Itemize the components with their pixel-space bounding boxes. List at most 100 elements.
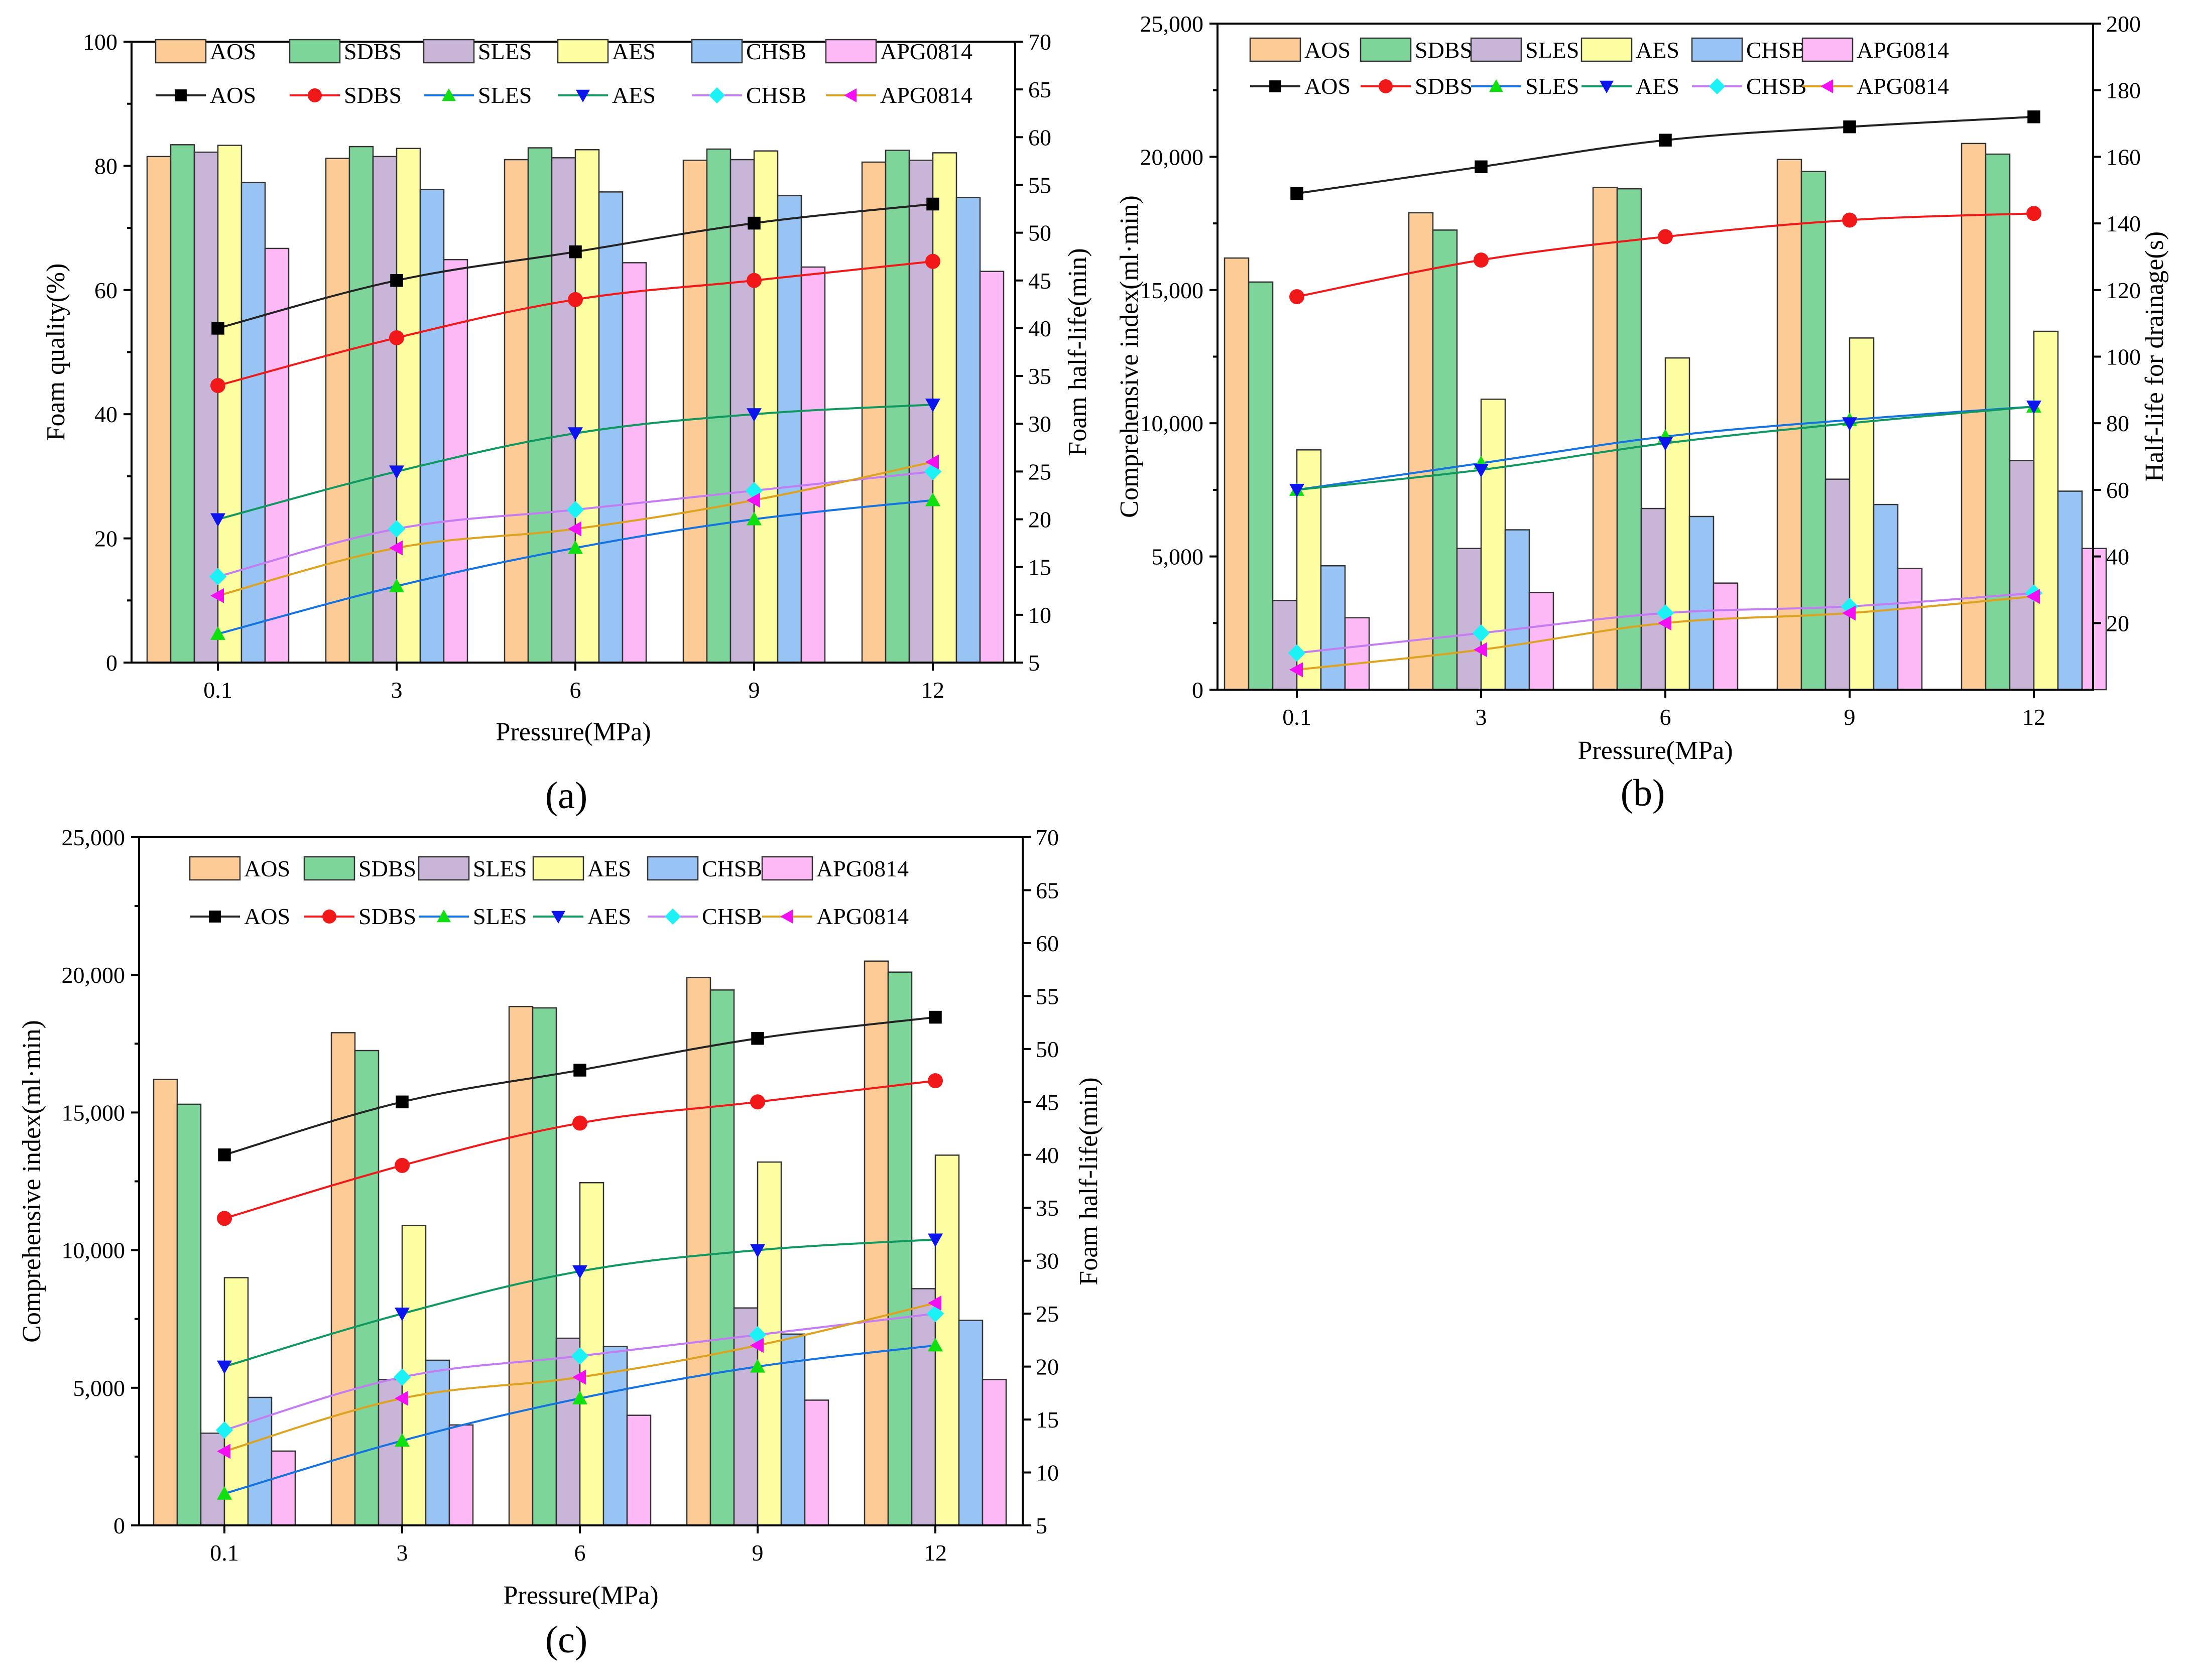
bar-chsb-4 — [2057, 490, 2083, 691]
point-sdbs-0 — [1289, 289, 1304, 305]
y-left-tick-label: 25,000 — [1140, 11, 1204, 37]
y-left-tick-label: 25,000 — [62, 825, 126, 850]
bar-aos-0 — [146, 156, 172, 664]
point-sdbs-4 — [928, 1073, 943, 1089]
point-sles-1 — [389, 578, 404, 592]
x-tick-label: 6 — [1660, 704, 1671, 730]
bar-aes-3 — [1849, 337, 1875, 691]
y-right-tick-label: 70 — [1028, 29, 1051, 55]
point-aes-1 — [1474, 464, 1489, 478]
bar-aes-2 — [574, 149, 600, 664]
legend-bar-label: SDBS — [344, 39, 402, 64]
bar-sdbs-1 — [1432, 229, 1458, 691]
y-right-tick-label: 45 — [1036, 1089, 1059, 1115]
point-apg0814-1 — [1474, 642, 1487, 658]
point-aes-1 — [395, 1308, 410, 1322]
legend-bar-label: SLES — [473, 856, 527, 881]
legend-bar-label: SLES — [1525, 37, 1579, 63]
bar-apg0814-3 — [804, 1399, 829, 1526]
bar-sles-0 — [200, 1433, 225, 1526]
bar-aos-2 — [508, 1006, 534, 1526]
point-sdbs-1 — [395, 1157, 410, 1173]
point-sdbs-3 — [747, 273, 762, 288]
legend-line-label: AOS — [244, 903, 290, 929]
bar-chsb-4 — [955, 197, 981, 664]
x-tick-label: 9 — [1844, 704, 1856, 730]
legend-line-label: SDBS — [1415, 73, 1473, 99]
y-right-tick-label: 25 — [1028, 459, 1051, 484]
y-right-axis-label: Half-life for drainage(s) — [2140, 231, 2169, 482]
bar-chsb-1 — [1504, 529, 1530, 691]
bar-apg0814-2 — [626, 1414, 652, 1526]
bar-sles-4 — [911, 1288, 936, 1526]
legend-marker-apg0814 — [844, 88, 857, 102]
point-apg0814-2 — [572, 1369, 586, 1385]
legend-line-label: CHSB — [702, 903, 762, 929]
legend-bar-swatch-sles — [1470, 37, 1522, 62]
bar-chsb-1 — [425, 1359, 450, 1526]
point-aos-3 — [751, 1032, 764, 1045]
bar-apg0814-2 — [622, 262, 647, 664]
legend-bar-label: CHSB — [746, 39, 806, 64]
point-sles-0 — [210, 626, 225, 640]
bar-sdbs-4 — [887, 971, 913, 1526]
legend-bar-swatch-apg0814 — [825, 39, 877, 64]
y-right-tick-label: 60 — [1036, 931, 1059, 956]
point-chsb-2 — [571, 1347, 589, 1365]
point-apg0814-3 — [1842, 605, 1856, 621]
y-right-tick-label: 15 — [1028, 555, 1051, 580]
bar-sdbs-0 — [170, 144, 195, 664]
y-right-tick-label: 20 — [1036, 1354, 1059, 1380]
point-aes-2 — [1658, 437, 1673, 451]
y-right-tick-label: 45 — [1028, 268, 1051, 294]
point-chsb-2 — [566, 501, 584, 519]
legend-marker-chsb — [708, 87, 725, 104]
point-aos-2 — [1659, 134, 1672, 147]
legend-marker-aes — [551, 911, 565, 924]
bar-apg0814-0 — [1344, 617, 1370, 691]
panel-label: (a) — [545, 774, 587, 817]
legend-line-label: APG0814 — [1857, 73, 1949, 99]
bar-aes-0 — [217, 145, 242, 664]
legend-marker-apg0814 — [780, 910, 793, 924]
point-aes-3 — [750, 1244, 765, 1258]
y-left-tick-label: 0 — [1192, 677, 1203, 703]
legend-bar-label: AES — [1636, 37, 1679, 63]
point-apg0814-0 — [210, 588, 224, 603]
point-apg0814-4 — [2026, 589, 2040, 604]
y-right-tick-label: 55 — [1028, 172, 1051, 198]
point-sdbs-4 — [2026, 206, 2041, 221]
point-aes-3 — [747, 408, 762, 422]
legend-bar-swatch-sdbs — [303, 856, 355, 881]
legend-bar-swatch-aes — [557, 39, 609, 64]
bar-sles-3 — [733, 1307, 759, 1526]
x-axis-label: Pressure(MPa) — [1577, 736, 1733, 765]
legend-marker-apg0814 — [1820, 79, 1834, 93]
y-left-axis-label: Comprehensive index(ml·min) — [18, 1020, 46, 1343]
point-sles-3 — [750, 1359, 765, 1373]
bar-aos-1 — [330, 1032, 356, 1526]
point-chsb-0 — [1288, 644, 1306, 662]
legend-bar-label: SDBS — [1415, 37, 1473, 63]
legend-bar-swatch-aes — [1580, 37, 1633, 62]
bar-sdbs-3 — [1800, 171, 1827, 691]
legend-bar-label: AOS — [210, 39, 256, 64]
bar-apg0814-4 — [982, 1379, 1007, 1526]
legend-marker-sdbs — [322, 910, 336, 924]
point-aos-0 — [211, 322, 224, 335]
charts-group: 0.1 3 6 9 1202040608010051015202530354045505… — [18, 11, 2169, 1661]
bar-apg0814-0 — [271, 1450, 296, 1526]
legend-bar-swatch-aos — [155, 39, 207, 64]
bar-sles-1 — [1456, 548, 1482, 691]
y-right-tick-label: 60 — [2106, 477, 2129, 503]
panel-label: (b) — [1621, 772, 1665, 814]
y-right-tick-label: 20 — [2106, 610, 2129, 636]
bar-sdbs-1 — [354, 1050, 380, 1526]
bar-chsb-3 — [1873, 503, 1899, 691]
x-tick-label: 6 — [574, 1540, 586, 1566]
y-left-tick-label: 5,000 — [1152, 544, 1204, 570]
y-right-tick-label: 70 — [1036, 825, 1059, 850]
y-right-tick-label: 5 — [1036, 1513, 1047, 1538]
bar-sdbs-4 — [1985, 153, 2011, 691]
x-tick-label: 6 — [570, 677, 581, 703]
